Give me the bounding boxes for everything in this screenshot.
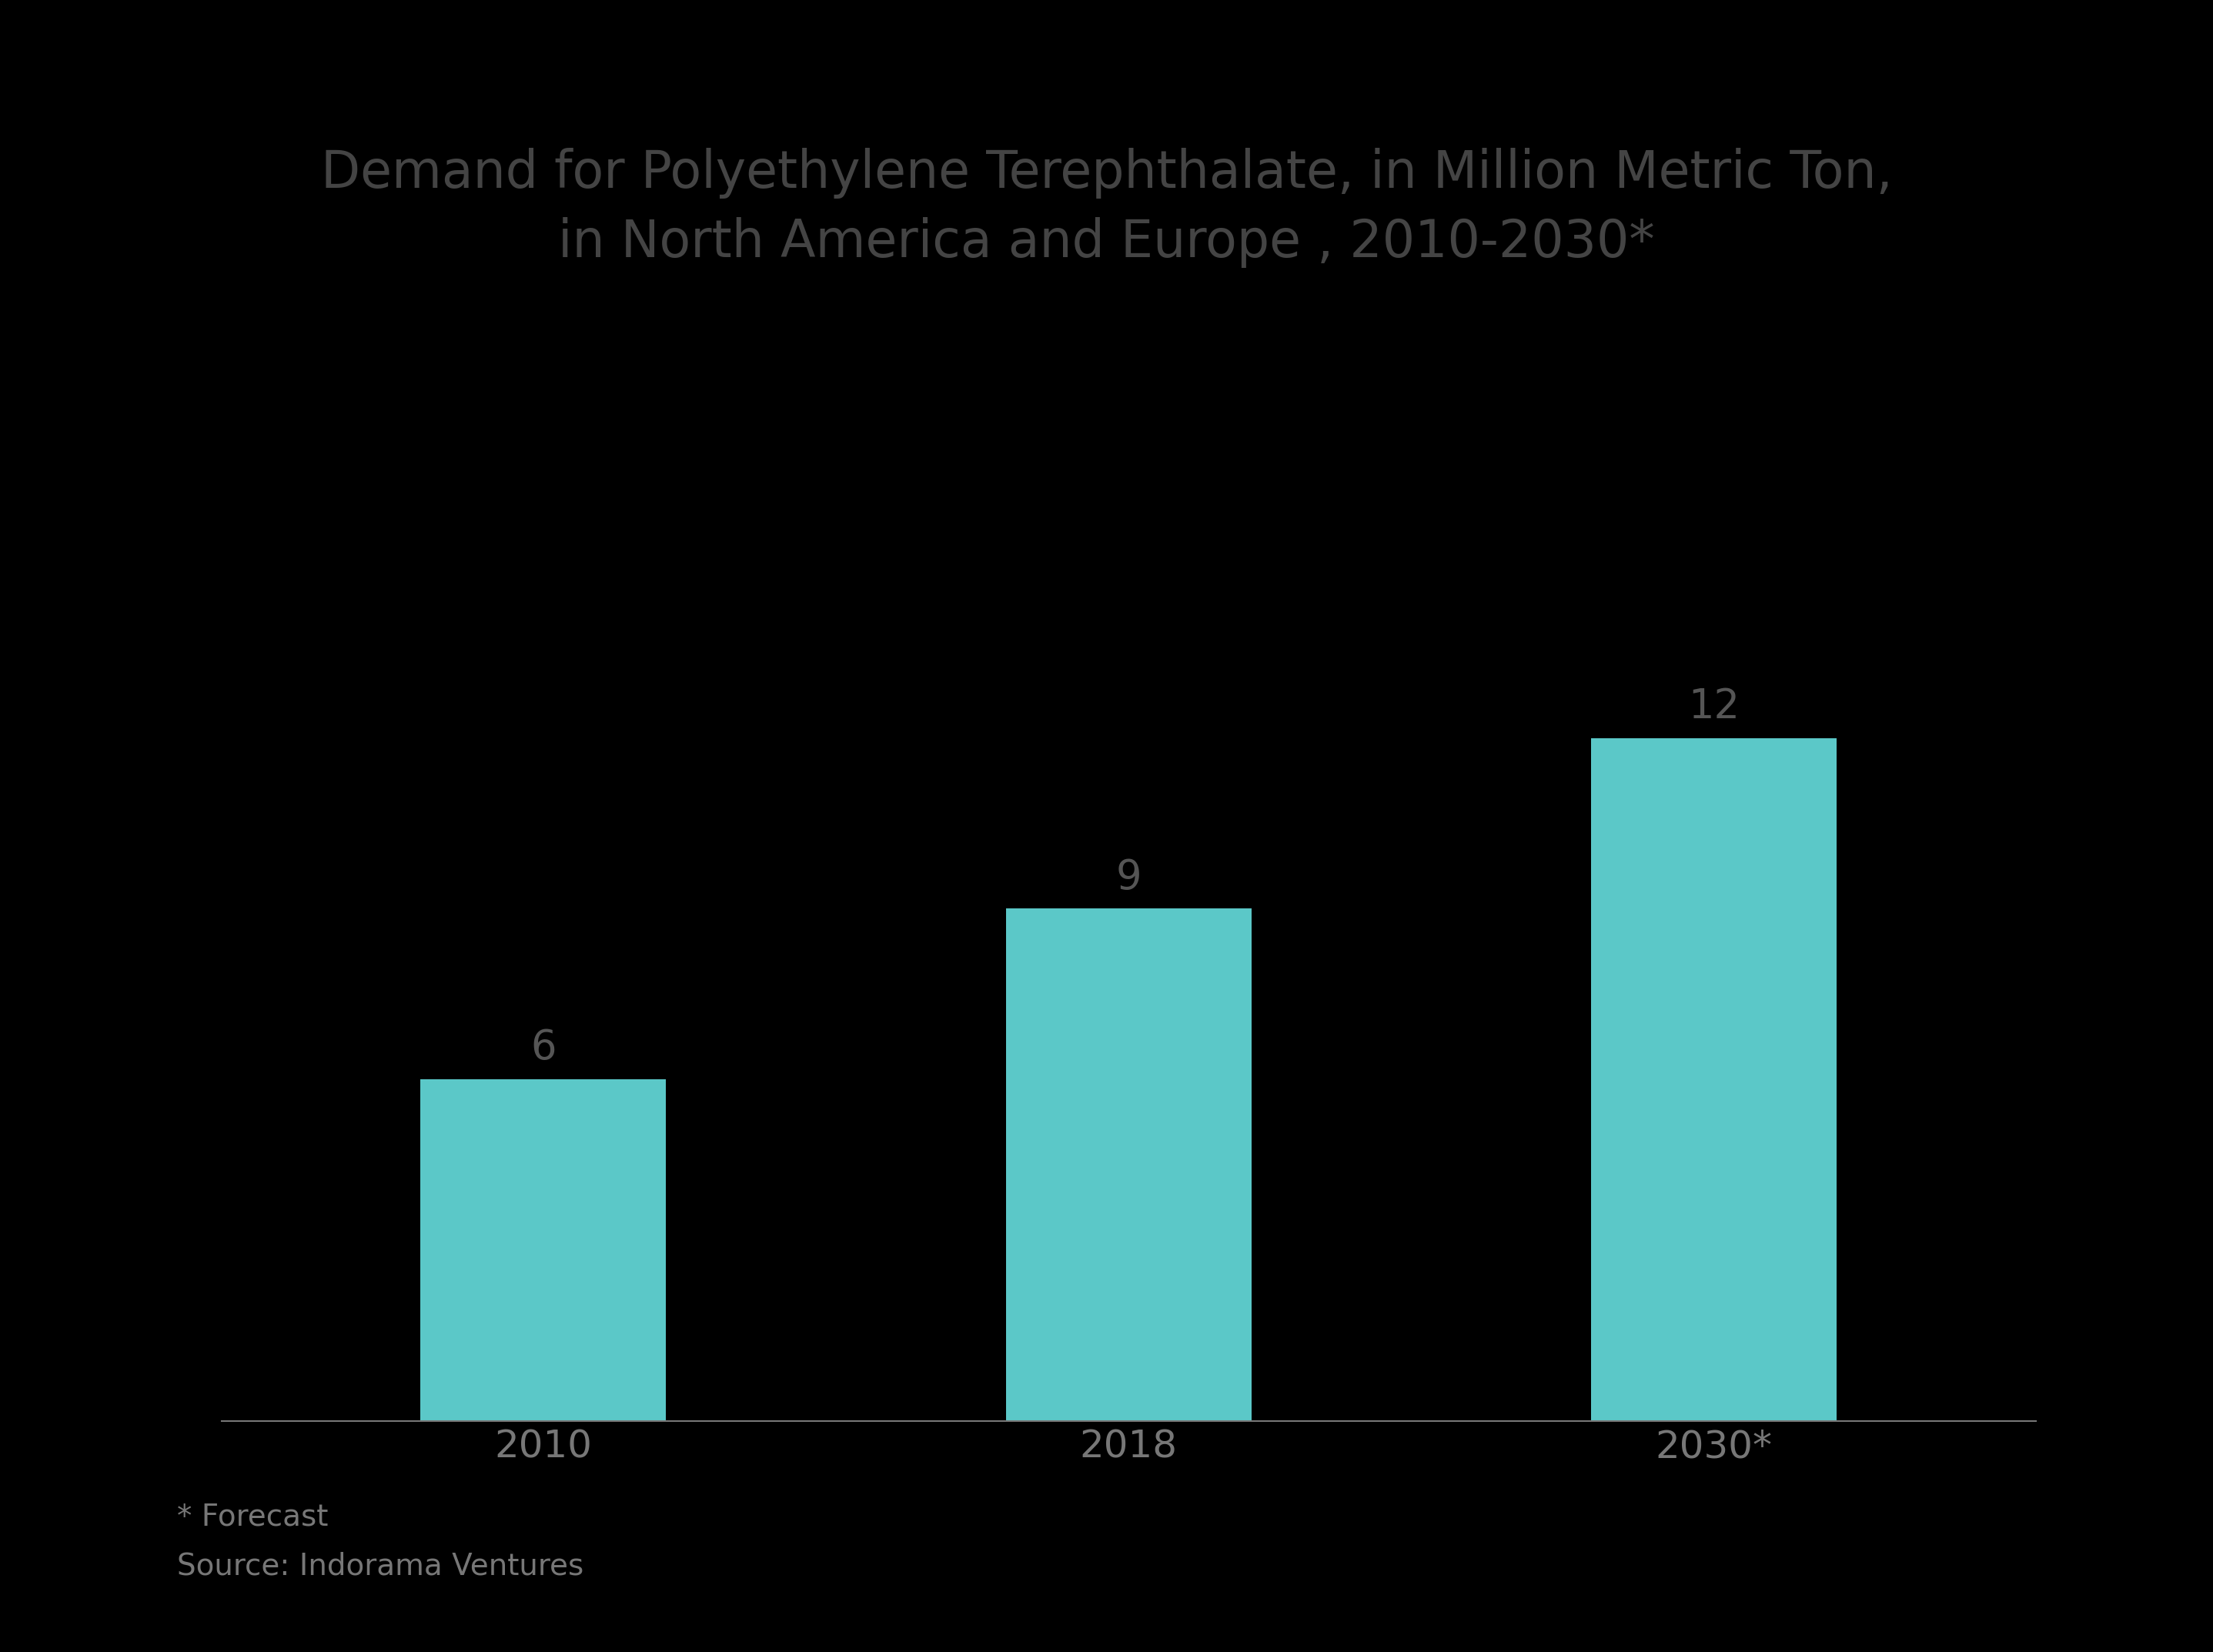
Text: 9: 9	[1115, 857, 1142, 897]
Text: in North America and Europe , 2010-2030*: in North America and Europe , 2010-2030*	[558, 218, 1655, 268]
Bar	[420, 1079, 666, 1421]
Text: 6: 6	[531, 1028, 555, 1067]
Bar	[1005, 909, 1253, 1421]
Bar	[1591, 738, 1837, 1421]
Text: Source: Indorama Ventures: Source: Indorama Ventures	[177, 1551, 584, 1581]
Text: * Forecast: * Forecast	[177, 1502, 328, 1531]
Text: Demand for Polyethylene Terephthalate, in Million Metric Ton,: Demand for Polyethylene Terephthalate, i…	[321, 149, 1892, 198]
Text: 12: 12	[1689, 687, 1739, 727]
